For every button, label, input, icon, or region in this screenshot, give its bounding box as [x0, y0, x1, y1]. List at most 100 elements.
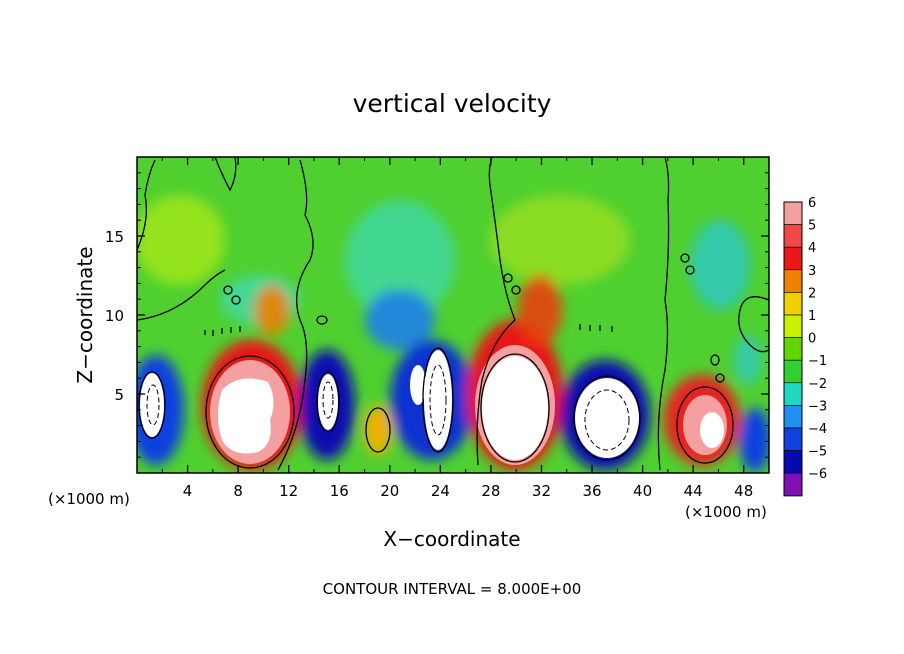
core-updraft-3-white — [700, 412, 724, 448]
x-tick-label-32: 32 — [532, 482, 551, 500]
core-downdraft-3b-white — [410, 365, 426, 405]
colorbar-swatch-3 — [783, 269, 803, 293]
contour-small-loop-6 — [680, 253, 690, 263]
region-mid-blue — [365, 290, 435, 350]
contour-interval-note: CONTOUR INTERVAL = 8.000E+00 — [323, 580, 582, 598]
colorbar-label-5: 1 — [808, 309, 816, 324]
colorbar-label-8: −2 — [808, 377, 827, 392]
colorbar-swatch-8 — [783, 382, 803, 406]
contour-small-loop-9 — [715, 373, 725, 383]
colorbar-label-12: −6 — [808, 467, 827, 482]
contour-zero-left — [137, 269, 226, 321]
colorbar-swatch-4 — [783, 292, 803, 316]
x-tick-label-36: 36 — [582, 482, 601, 500]
colorbar-label-10: −4 — [808, 422, 827, 437]
contour-dash-row-1 — [204, 326, 241, 336]
core-updraft-1-white — [218, 378, 274, 454]
x-unit-left: (×1000 m) — [48, 490, 130, 508]
colorbar-swatch-1 — [783, 224, 803, 248]
colorbar-swatch-11 — [783, 450, 803, 474]
core-updraft-2-white — [482, 356, 548, 460]
x-axis-label: X−coordinate — [383, 527, 520, 551]
x-tick-label-12: 12 — [279, 482, 298, 500]
region-upper-mid-yellow — [490, 195, 630, 285]
contour-zero-upper-left — [137, 159, 156, 251]
x-tick-label-16: 16 — [330, 482, 349, 500]
colorbar-label-1: 5 — [808, 219, 816, 234]
contour-updraft-3 — [676, 386, 734, 464]
region-upper-left-yellow — [137, 195, 225, 285]
region-right-cyan — [690, 220, 750, 310]
x-tick-label-4: 4 — [183, 482, 193, 500]
contour-left-core — [138, 371, 166, 439]
x-tick-label-24: 24 — [431, 482, 450, 500]
x-axis-ticks: 4 8 12 16 20 24 28 32 36 40 44 48 — [161, 157, 753, 500]
region-small-updraft-yellow — [364, 405, 392, 455]
x-tick-label-44: 44 — [684, 482, 703, 500]
contour-lines — [137, 157, 769, 471]
core-left-white — [140, 373, 164, 437]
region-updraft-1-orange — [254, 285, 290, 335]
contour-small-loop-3 — [316, 315, 328, 325]
colorbar-label-6: 0 — [808, 332, 816, 347]
y-axis-ticks: 5 10 15 — [105, 172, 769, 458]
contour-small-loop-1 — [223, 285, 233, 295]
region-updraft-2-plume — [518, 275, 562, 345]
colorbar-swatch-9 — [783, 405, 803, 429]
colorbar-swatch-7 — [783, 359, 803, 384]
colorbar-swatch-6 — [783, 337, 803, 361]
colorbar-label-9: −3 — [808, 399, 827, 414]
x-tick-label-40: 40 — [633, 482, 652, 500]
contour-dashed-lines — [146, 364, 630, 451]
colorbar-label-4: 2 — [808, 286, 816, 301]
region-right-cyan-low — [734, 335, 762, 385]
contour-small-loop-5 — [511, 285, 521, 295]
chart-title: vertical velocity — [353, 89, 552, 118]
x-tick-label-20: 20 — [380, 482, 399, 500]
x-tick-label-8: 8 — [233, 482, 243, 500]
contour-downdraft-2 — [316, 371, 340, 433]
core-downdraft-4-white — [575, 378, 639, 458]
colorbar-swatch-5 — [783, 314, 803, 338]
contour-zero-mid-right — [476, 157, 516, 466]
colorbar-label-3: 3 — [808, 264, 816, 279]
contour-small-updraft — [365, 407, 391, 453]
colorbar: 6 5 4 3 2 1 0 −1 −2 −3 −4 −5 −6 — [783, 196, 827, 497]
colorbar-swatch-0 — [783, 201, 803, 225]
contour-small-loop-2 — [231, 295, 241, 305]
x-tick-label-28: 28 — [481, 482, 500, 500]
region-upper-cyan — [345, 200, 455, 320]
y-tick-label-10: 10 — [105, 307, 124, 325]
x-unit-right: (×1000 m) — [685, 503, 767, 521]
colorbar-frame — [783, 201, 803, 497]
contour-zero-upper-middle — [214, 157, 237, 192]
x-tick-label-48: 48 — [734, 482, 753, 500]
contour-dashed-downdraft-4 — [584, 389, 630, 451]
contour-dash-row-2 — [579, 324, 613, 332]
colorbar-label-11: −5 — [808, 445, 827, 460]
contour-small-loop-8 — [710, 354, 720, 366]
contour-dashed-downdraft-3 — [429, 364, 447, 436]
contour-updraft-2 — [480, 353, 550, 463]
y-tick-label-15: 15 — [105, 228, 124, 246]
heatmap-cores — [140, 345, 727, 465]
core-downdraft-3-white — [424, 350, 452, 450]
contour-zero-far-right — [738, 296, 769, 353]
contour-zero-right — [657, 157, 670, 471]
contour-updraft-1 — [205, 355, 295, 469]
heatmap-field — [137, 157, 769, 473]
colorbar-label-0: 6 — [808, 196, 816, 211]
contour-downdraft-4 — [573, 375, 641, 461]
core-downdraft-2-white — [318, 374, 338, 430]
y-axis-label: Z−coordinate — [73, 246, 97, 383]
region-right-blue — [739, 408, 769, 472]
contour-downdraft-3 — [422, 347, 454, 453]
contour-small-loop-4 — [503, 273, 513, 283]
contour-small-loop-7 — [685, 265, 695, 275]
contour-zero-middle — [277, 159, 314, 471]
colorbar-label-2: 4 — [808, 241, 816, 256]
colorbar-swatch-12 — [783, 472, 803, 497]
colorbar-swatch-10 — [783, 427, 803, 451]
contour-dashed-downdraft-2 — [322, 381, 334, 419]
